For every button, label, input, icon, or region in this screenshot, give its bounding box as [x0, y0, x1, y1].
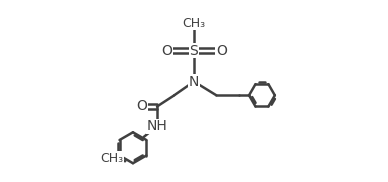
Text: CH₃: CH₃	[100, 152, 123, 165]
Text: N: N	[189, 75, 199, 88]
Text: CH₃: CH₃	[182, 17, 206, 29]
Text: O: O	[136, 100, 147, 114]
Text: O: O	[161, 43, 172, 58]
Text: O: O	[216, 43, 227, 58]
Text: S: S	[190, 43, 198, 58]
Text: NH: NH	[147, 119, 167, 133]
